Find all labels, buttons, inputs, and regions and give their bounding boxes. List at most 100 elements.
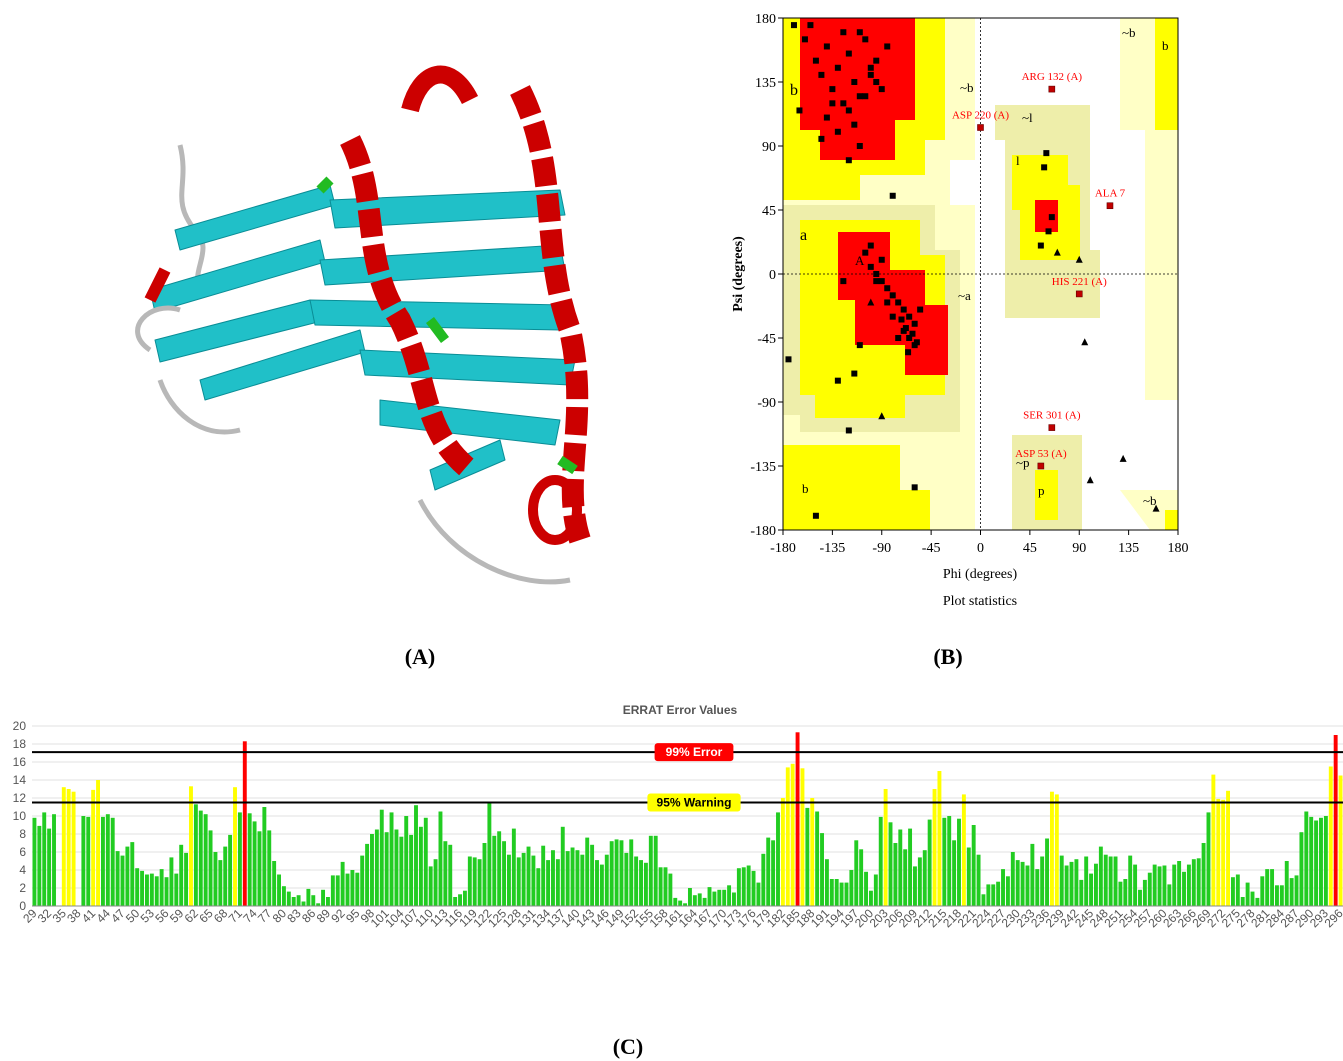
bar [1182, 871, 1186, 906]
bar [927, 819, 932, 906]
bar [903, 849, 908, 906]
bar [1118, 881, 1123, 906]
bar [1191, 859, 1196, 906]
bar [438, 811, 443, 906]
bar [189, 786, 193, 906]
bar [335, 875, 340, 906]
bar [1260, 876, 1265, 906]
bar [467, 856, 472, 906]
bar [531, 855, 536, 906]
bar [492, 835, 497, 906]
bar [614, 839, 619, 906]
bar [1098, 846, 1103, 906]
bar [428, 866, 433, 906]
bar [678, 900, 683, 906]
y-tick-label: 8 [19, 827, 26, 841]
bar [741, 867, 746, 906]
region-label: b [802, 481, 809, 496]
bar [252, 821, 257, 906]
point [856, 29, 863, 36]
bar [727, 885, 732, 906]
bar [717, 889, 722, 906]
bar [1216, 798, 1221, 906]
y-axis-label: Psi (degrees) [731, 236, 746, 312]
bar [487, 803, 492, 906]
bar [281, 886, 286, 906]
point [1075, 255, 1083, 263]
bar [1108, 856, 1113, 906]
bar [443, 841, 448, 906]
point [851, 370, 858, 377]
point [845, 50, 852, 57]
region-label: ~a [958, 288, 971, 303]
bar [1005, 876, 1010, 906]
bar [981, 894, 986, 906]
bar [1157, 866, 1162, 906]
rama-regions [782, 17, 1179, 531]
bar [1103, 854, 1108, 906]
bar [555, 859, 560, 906]
point [867, 64, 874, 71]
bar [370, 834, 374, 906]
point-label: HIS 221 (A) [1052, 276, 1107, 288]
point [867, 263, 874, 270]
bar [325, 897, 330, 906]
point [873, 271, 880, 277]
y-tick-label: 14 [13, 773, 27, 787]
bar [986, 884, 991, 906]
bar [1235, 874, 1240, 906]
x-tick-label: 0 [977, 541, 984, 556]
bar [1010, 852, 1015, 906]
bar [184, 852, 189, 906]
bar [1323, 816, 1328, 906]
y-tick-label: 135 [755, 76, 776, 91]
bar [824, 859, 829, 906]
point [878, 278, 885, 285]
point [1037, 462, 1045, 470]
bar [1299, 832, 1304, 906]
x-tick-label: -180 [770, 541, 796, 556]
bar [722, 889, 727, 906]
bar [1240, 897, 1245, 906]
bar [448, 844, 453, 906]
bar [1094, 863, 1098, 906]
bar [952, 840, 957, 906]
bar [565, 851, 570, 906]
bar [913, 866, 917, 906]
bar [1074, 859, 1079, 906]
bar [1079, 879, 1084, 906]
y-tick-label: 0 [769, 268, 776, 283]
bar [208, 830, 213, 906]
bar [1020, 861, 1025, 906]
point [1043, 150, 1050, 157]
bar [277, 874, 281, 906]
bar [580, 854, 585, 906]
point [845, 107, 852, 114]
bar [1030, 843, 1035, 906]
y-tick-label: 0 [19, 899, 26, 913]
bar [1172, 864, 1177, 906]
bar [164, 877, 169, 906]
bar [1319, 817, 1323, 906]
point [884, 285, 891, 292]
bar [668, 873, 673, 906]
bar [687, 888, 692, 906]
region-label: ~b [1122, 25, 1136, 40]
bar [1338, 775, 1343, 906]
x-tick-label: -135 [820, 541, 846, 556]
bar [145, 874, 149, 906]
bar [321, 889, 326, 906]
bar [1113, 856, 1118, 906]
region-labels: b ~b a A ~a ~l l p ~p ~b b b ~b [790, 25, 1169, 508]
bar [692, 895, 697, 906]
threshold-label: 95% Warning [657, 796, 732, 810]
point [906, 335, 913, 341]
bar [1265, 869, 1270, 906]
point [878, 256, 885, 263]
point [829, 86, 836, 93]
bar [218, 860, 223, 906]
bar [1226, 790, 1230, 906]
bar [1167, 884, 1172, 906]
bar [96, 780, 100, 906]
point [898, 316, 905, 323]
